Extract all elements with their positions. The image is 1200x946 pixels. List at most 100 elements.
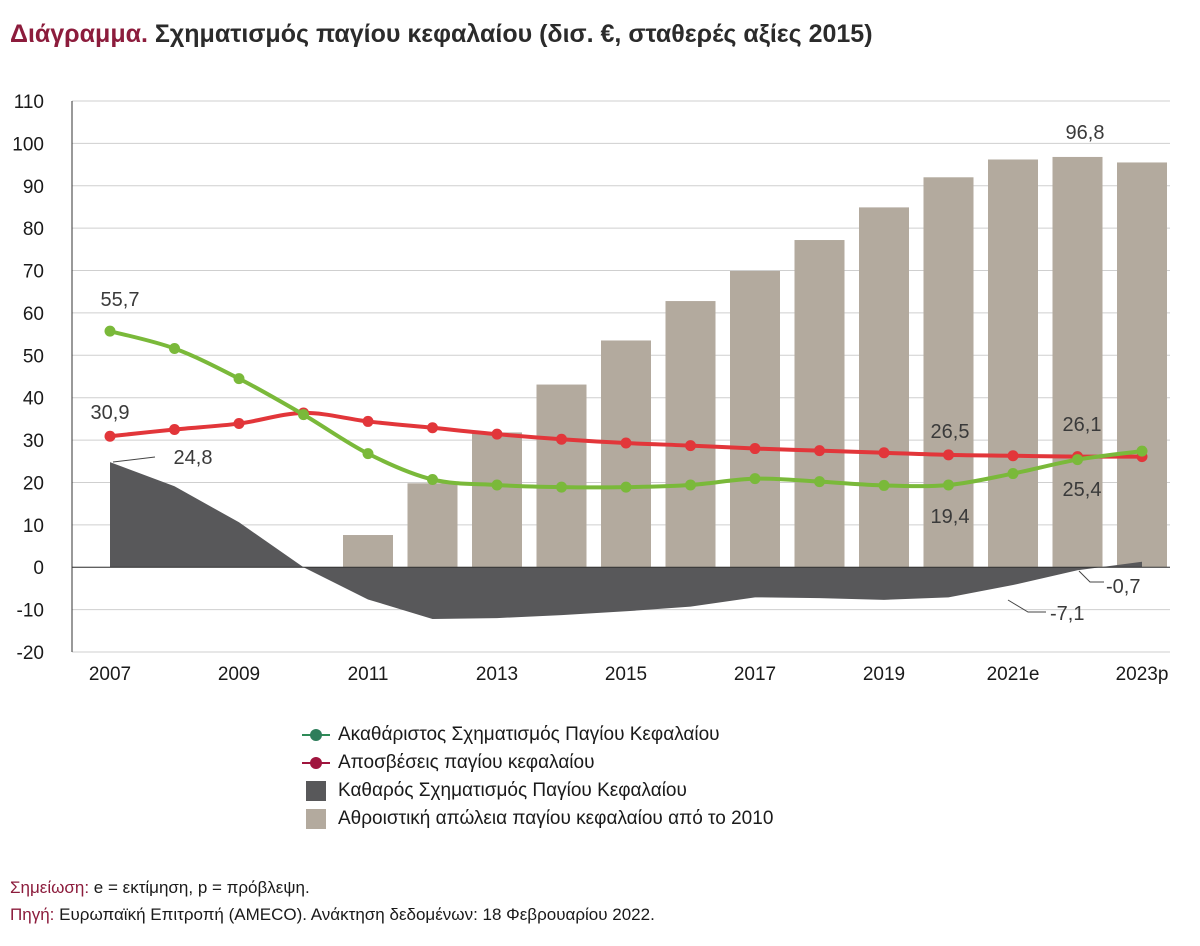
- data-label-net-2020: -7,1: [1050, 603, 1084, 625]
- point-depreciation: [814, 445, 825, 457]
- x-tick-label: 2023p: [1116, 664, 1169, 685]
- note-text: e = εκτίμηση, p = πρόβλεψη.: [89, 878, 310, 897]
- data-label-depreciation-2022: 26,1: [1063, 414, 1102, 436]
- legend-item-gross: Ακαθάριστος Σχηματισμός Παγίου Κεφαλαίου: [302, 722, 773, 748]
- point-gross-formation: [298, 409, 309, 421]
- y-tick-label: 60: [23, 304, 44, 325]
- x-tick-label: 2011: [348, 664, 389, 685]
- y-tick-label: 50: [23, 346, 44, 367]
- chart-title: Διάγραμμα. Σχηματισμός παγίου κεφαλαίου …: [10, 20, 873, 49]
- point-depreciation: [427, 422, 438, 434]
- point-depreciation: [620, 437, 632, 449]
- chart-title-lead: Διάγραμμα.: [10, 20, 148, 48]
- point-gross-formation: [233, 373, 245, 385]
- legend-label: Αποσβέσεις παγίου κεφαλαίου: [338, 752, 595, 773]
- bar-cumulative-loss: [923, 177, 974, 568]
- y-tick-label: 40: [23, 389, 44, 410]
- source-line: Πηγή: Ευρωπαϊκή Επιτροπή (AMECO). Ανάκτη…: [10, 901, 655, 928]
- bar-cumulative-loss: [407, 483, 458, 568]
- bar-cumulative-loss: [1117, 162, 1167, 568]
- legend-label: Ακαθάριστος Σχηματισμός Παγίου Κεφαλαίου: [338, 724, 720, 745]
- data-label-cumulative-2022: 96,8: [1066, 122, 1105, 144]
- bar-cumulative-loss: [730, 270, 780, 568]
- area-net-formation: [110, 462, 1142, 619]
- point-gross-formation: [749, 473, 761, 485]
- point-depreciation: [104, 430, 116, 442]
- point-gross-formation: [814, 476, 825, 488]
- point-depreciation: [491, 428, 503, 440]
- legend-line-marker-icon: [302, 752, 330, 774]
- x-tick-label: 2019: [863, 664, 905, 685]
- y-tick-label: 110: [14, 92, 44, 113]
- legend-item-net: Καθαρός Σχηματισμός Παγίου Κεφαλαίου: [302, 778, 773, 804]
- point-depreciation: [943, 449, 954, 461]
- point-gross-formation: [1072, 454, 1083, 466]
- y-tick-label: 80: [23, 219, 44, 240]
- bar-cumulative-loss: [988, 159, 1038, 568]
- x-tick-label: 2021e: [987, 664, 1040, 685]
- chart-title-text: Σχηματισμός παγίου κεφαλαίου (δισ. €, στ…: [154, 20, 873, 48]
- legend-label: Καθαρός Σχηματισμός Παγίου Κεφαλαίου: [338, 780, 687, 801]
- data-label-net-2007: 24,8: [174, 447, 213, 469]
- y-tick-label: 70: [23, 262, 44, 283]
- leader-line: [112, 456, 156, 463]
- point-gross-formation: [104, 325, 116, 337]
- bar-cumulative-loss: [665, 301, 716, 568]
- point-depreciation: [556, 433, 567, 445]
- data-label-depreciation-2007: 30,9: [91, 402, 130, 424]
- point-depreciation: [362, 415, 374, 427]
- data-label-gross-2007: 55,7: [101, 289, 140, 311]
- point-gross-formation: [878, 479, 890, 491]
- y-tick-label: 90: [23, 177, 44, 198]
- point-gross-formation: [556, 481, 567, 493]
- point-gross-formation: [169, 343, 180, 355]
- y-tick-label: -20: [17, 643, 44, 664]
- point-gross-formation: [1136, 445, 1148, 457]
- bar-cumulative-loss: [859, 207, 909, 568]
- data-label-gross-2020: 19,4: [931, 506, 970, 528]
- legend: Ακαθάριστος Σχηματισμός Παγίου Κεφαλαίου…: [302, 722, 773, 834]
- bar-cumulative-loss: [794, 240, 845, 568]
- legend-item-depreciation: Αποσβέσεις παγίου κεφαλαίου: [302, 750, 773, 776]
- notes: Σημείωση: e = εκτίμηση, p = πρόβλεψη. Πη…: [10, 874, 655, 928]
- source-key: Πηγή:: [10, 905, 55, 924]
- legend-box-icon: [306, 809, 326, 829]
- point-depreciation: [233, 418, 245, 430]
- y-tick-label: 30: [23, 431, 44, 452]
- bar-cumulative-loss: [601, 340, 651, 568]
- data-label-net-2022: -0,7: [1106, 576, 1140, 598]
- point-gross-formation: [620, 481, 632, 493]
- point-gross-formation: [685, 479, 696, 491]
- point-gross-formation: [943, 479, 954, 491]
- legend-item-cumulative: Αθροιστική απώλεια παγίου κεφαλαίου από …: [302, 806, 773, 832]
- bar-cumulative-loss: [343, 535, 393, 568]
- y-tick-label: 10: [23, 516, 44, 537]
- point-gross-formation: [362, 448, 374, 460]
- x-tick-label: 2017: [734, 664, 776, 685]
- legend-line-marker-icon: [302, 724, 330, 746]
- point-gross-formation: [491, 479, 503, 491]
- bar-cumulative-loss: [1052, 156, 1103, 568]
- legend-label: Αθροιστική απώλεια παγίου κεφαλαίου από …: [338, 808, 774, 829]
- y-tick-label: -10: [17, 601, 44, 622]
- leader-line: [1007, 599, 1046, 613]
- point-depreciation: [685, 440, 696, 452]
- source-text: Ευρωπαϊκή Επιτροπή (AMECO). Ανάκτηση δεδ…: [54, 905, 655, 924]
- y-tick-label: 0: [33, 558, 44, 579]
- point-gross-formation: [427, 473, 438, 485]
- y-tick-label: 100: [12, 134, 44, 155]
- bar-cumulative-loss: [472, 432, 522, 568]
- note-line: Σημείωση: e = εκτίμηση, p = πρόβλεψη.: [10, 874, 655, 901]
- point-depreciation: [749, 443, 761, 455]
- y-tick-label: 20: [23, 473, 44, 494]
- x-tick-label: 2007: [89, 664, 131, 685]
- note-key: Σημείωση:: [10, 878, 90, 897]
- x-tick-label: 2015: [605, 664, 647, 685]
- x-tick-label: 2009: [218, 664, 260, 685]
- data-label-gross-2022: 25,4: [1063, 479, 1102, 501]
- legend-box-icon: [306, 781, 326, 801]
- point-depreciation: [1007, 450, 1019, 462]
- point-depreciation: [169, 423, 180, 435]
- leader-line: [1078, 570, 1104, 583]
